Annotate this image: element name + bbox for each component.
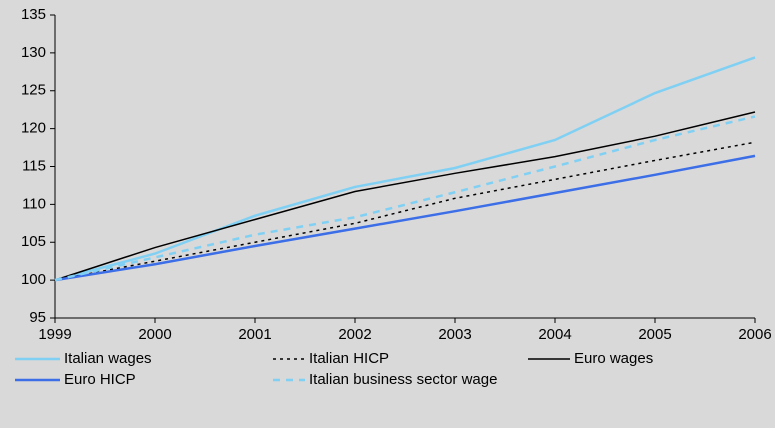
legend-label: Euro HICP: [64, 371, 136, 388]
x-tick-label: 2006: [738, 326, 771, 343]
x-tick-label: 1999: [38, 326, 71, 343]
y-tick-label: 95: [29, 309, 46, 326]
y-tick-label: 120: [21, 120, 46, 137]
legend-label: Italian HICP: [309, 350, 389, 367]
y-tick-label: 100: [21, 271, 46, 288]
series-line: [54, 154, 756, 282]
y-tick-label: 115: [22, 157, 46, 174]
y-tick-label: 110: [22, 195, 46, 212]
y-tick-label: 130: [21, 44, 46, 61]
x-tick-label: 2002: [338, 326, 371, 343]
x-tick-label: 2001: [238, 326, 271, 343]
legend-label: Italian wages: [64, 350, 152, 367]
series-line: [54, 111, 756, 281]
x-tick-label: 2004: [538, 326, 571, 343]
y-tick-label: 125: [21, 82, 46, 99]
y-tick-label: 105: [21, 233, 46, 250]
legend-label: Euro wages: [574, 350, 653, 367]
x-tick-label: 2003: [438, 326, 471, 343]
x-tick-label: 2000: [138, 326, 171, 343]
series-line: [54, 56, 756, 282]
series-line: [54, 141, 756, 281]
x-tick-label: 2005: [638, 326, 671, 343]
series-line: [54, 115, 756, 282]
legend-label: Italian business sector wage: [309, 371, 497, 388]
y-tick-label: 135: [21, 6, 46, 23]
